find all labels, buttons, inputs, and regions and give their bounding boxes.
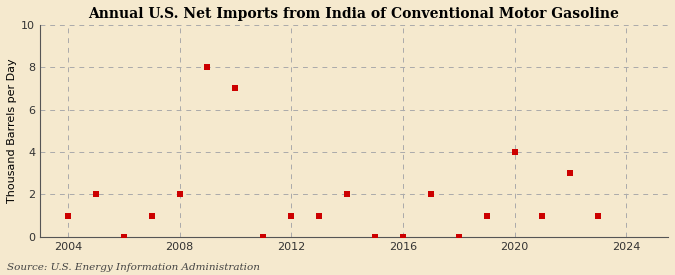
Point (398, 235, 408, 239)
Point (90, 192, 101, 197)
Point (314, 213, 325, 218)
Point (481, 213, 492, 218)
Point (425, 192, 436, 197)
Point (202, 65, 213, 70)
Point (174, 192, 185, 197)
Point (509, 150, 520, 154)
Point (258, 235, 269, 239)
Point (537, 213, 548, 218)
Point (63, 213, 74, 218)
Point (146, 213, 157, 218)
Point (593, 213, 603, 218)
Point (369, 235, 380, 239)
Y-axis label: Thousand Barrels per Day: Thousand Barrels per Day (7, 59, 17, 203)
Title: Annual U.S. Net Imports from India of Conventional Motor Gasoline: Annual U.S. Net Imports from India of Co… (88, 7, 620, 21)
Point (230, 86, 241, 91)
Point (342, 192, 352, 197)
Point (454, 235, 464, 239)
Point (286, 213, 296, 218)
Point (118, 235, 129, 239)
Point (565, 171, 576, 175)
Text: Source: U.S. Energy Information Administration: Source: U.S. Energy Information Administ… (7, 263, 260, 272)
